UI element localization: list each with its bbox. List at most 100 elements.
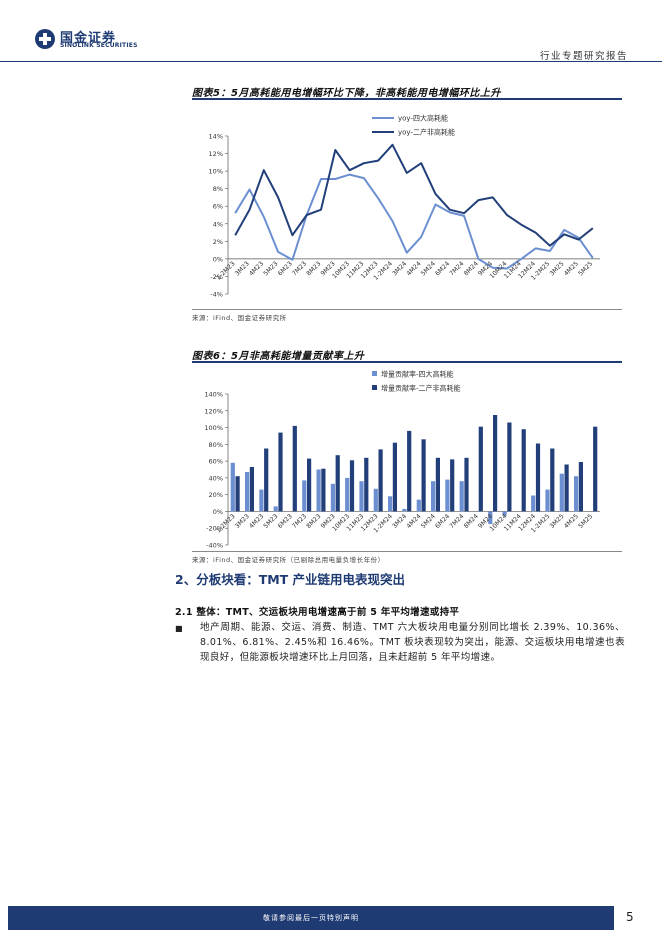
bar-series-2 (478, 426, 483, 512)
page-number: 5 (626, 910, 634, 924)
y-tick-label: 0% (213, 255, 223, 263)
figure6-top-rule (192, 361, 622, 363)
x-tick-label: 5M24 (420, 513, 437, 530)
bar-series-1 (459, 481, 464, 512)
bar-series-1 (359, 481, 364, 512)
subsection-title: 2.1 整体：TMT、交运板块用电增速高于前 5 年平均增速或持平 (175, 607, 460, 618)
y-tick-label: -4% (210, 291, 223, 299)
x-tick-label: 8M23 (305, 513, 322, 530)
y-tick-label: -40% (206, 542, 223, 550)
bar-series-2 (278, 432, 283, 512)
bar-series-2 (507, 422, 512, 512)
figure6-title: 图表6：5月非高耗能增量贡献率上升 (192, 351, 365, 362)
y-tick-label: 80% (209, 441, 223, 449)
bar-series-2 (521, 429, 526, 512)
x-tick-label: 3M23 (234, 513, 251, 530)
bar-series-2 (407, 430, 412, 512)
x-tick-label: 3M23 (234, 260, 251, 277)
x-tick-label: 7M23 (291, 513, 308, 530)
bar-series-1 (559, 473, 564, 512)
x-tick-label: 4M25 (563, 260, 580, 277)
series-line-1 (234, 173, 594, 270)
x-tick-label: 4M24 (405, 513, 422, 530)
bar-series-1 (330, 483, 335, 512)
bar-series-2 (349, 460, 355, 512)
bar-series-1 (531, 495, 536, 512)
bar-series-2 (335, 455, 340, 512)
x-tick-label: 1-2M23 (215, 513, 236, 534)
legend-label: 增量贡献率-四大高耗能 (381, 370, 454, 379)
bar-series-1 (316, 469, 321, 512)
sinolink-logo-icon (35, 29, 55, 49)
legend-swatch (372, 385, 377, 390)
bar-series-2 (535, 443, 541, 512)
figure5-line-chart: 14%12%10%8%6%4%2%0%-2%-4%1-2M233M234M235… (209, 114, 600, 299)
x-tick-label: 6M23 (277, 513, 294, 530)
x-tick-label: 3M25 (549, 513, 566, 530)
x-tick-label: 5M24 (420, 260, 437, 277)
bar-series-2 (307, 458, 312, 512)
y-tick-label: 120% (204, 407, 223, 415)
bar-series-2 (593, 426, 598, 512)
bar-series-2 (493, 415, 498, 512)
header-divider (0, 61, 662, 62)
bar-series-1 (345, 477, 350, 512)
x-tick-label: 7M24 (448, 260, 465, 277)
bullet-square: ■ (175, 624, 183, 633)
bar-series-2 (292, 425, 297, 512)
series-line-2 (234, 143, 594, 247)
bar-series-2 (564, 464, 569, 512)
bar-series-1 (245, 472, 250, 512)
section-title: 2、分板块看：TMT 产业链用电表现突出 (175, 572, 406, 587)
bar-series-1 (388, 496, 393, 512)
bar-series-2 (235, 476, 240, 512)
bar-series-1 (273, 506, 278, 512)
figure5-source: 来源：iFind、国金证券研究所 (192, 314, 287, 322)
x-tick-label: 4M25 (563, 513, 580, 530)
legend-label: 增量贡献率-二产非高耗能 (381, 384, 461, 393)
figure6-bar-chart: 140% 120% 100% 80% 60% 40% 20% 0% -20% -40% 1-2M23… (204, 370, 600, 550)
y-tick-label: -2% (210, 273, 223, 281)
x-tick-label: 4M23 (248, 513, 265, 530)
figure5-title: 图表5：5月高耗能用电增幅环比下降，非高耗能用电增幅环比上升 (192, 88, 501, 99)
x-tick-label: 8M23 (305, 260, 322, 277)
x-tick-label: 7M24 (448, 513, 465, 530)
bar-series-1 (416, 499, 421, 512)
bar-series-2 (378, 449, 383, 512)
bar-series-1 (574, 476, 579, 512)
x-tick-label: 5M23 (262, 260, 279, 277)
x-tick-label: 4M24 (405, 260, 422, 277)
bar-series-2 (435, 457, 440, 512)
y-tick-label: 14% (209, 133, 223, 141)
x-tick-label: 6M24 (434, 260, 451, 277)
bar-series-1 (445, 479, 450, 512)
bar-series-1 (373, 488, 378, 512)
bar-series-2 (450, 459, 455, 512)
x-tick-label: 5M25 (577, 513, 594, 530)
bar-series-1 (402, 508, 407, 512)
brand-name-en: SINOLINK SECURITIES (60, 42, 138, 49)
report-type-label: 行业专题研究报告 (539, 51, 628, 62)
bar-series-2 (550, 448, 555, 512)
footer-disclaimer: 敬请参阅最后一页特别声明 (263, 914, 359, 922)
y-tick-label: -20% (206, 525, 223, 533)
figure5-bottom-rule (192, 309, 622, 310)
bar-series-1 (259, 489, 264, 512)
x-tick-label: 6M23 (277, 260, 294, 277)
x-tick-label: 4M23 (248, 260, 265, 277)
x-tick-label: 8M24 (463, 513, 480, 530)
x-tick-label: 5M25 (577, 260, 594, 277)
x-tick-label: 3M25 (549, 260, 566, 277)
bar-series-2 (578, 462, 583, 512)
legend-label: yoy-二产非高耗能 (398, 128, 455, 137)
bar-series-1 (431, 481, 436, 512)
brand-name-cn: 国金证券 (60, 31, 117, 46)
y-tick-label: 6% (213, 203, 223, 211)
y-tick-label: 8% (213, 185, 223, 193)
bar-series-2 (249, 467, 254, 512)
bar-series-1 (230, 462, 235, 512)
x-tick-label: 7M23 (291, 260, 308, 277)
y-tick-label: 2% (213, 238, 223, 246)
y-tick-label: 20% (209, 491, 223, 499)
bar-series-2 (364, 457, 369, 512)
